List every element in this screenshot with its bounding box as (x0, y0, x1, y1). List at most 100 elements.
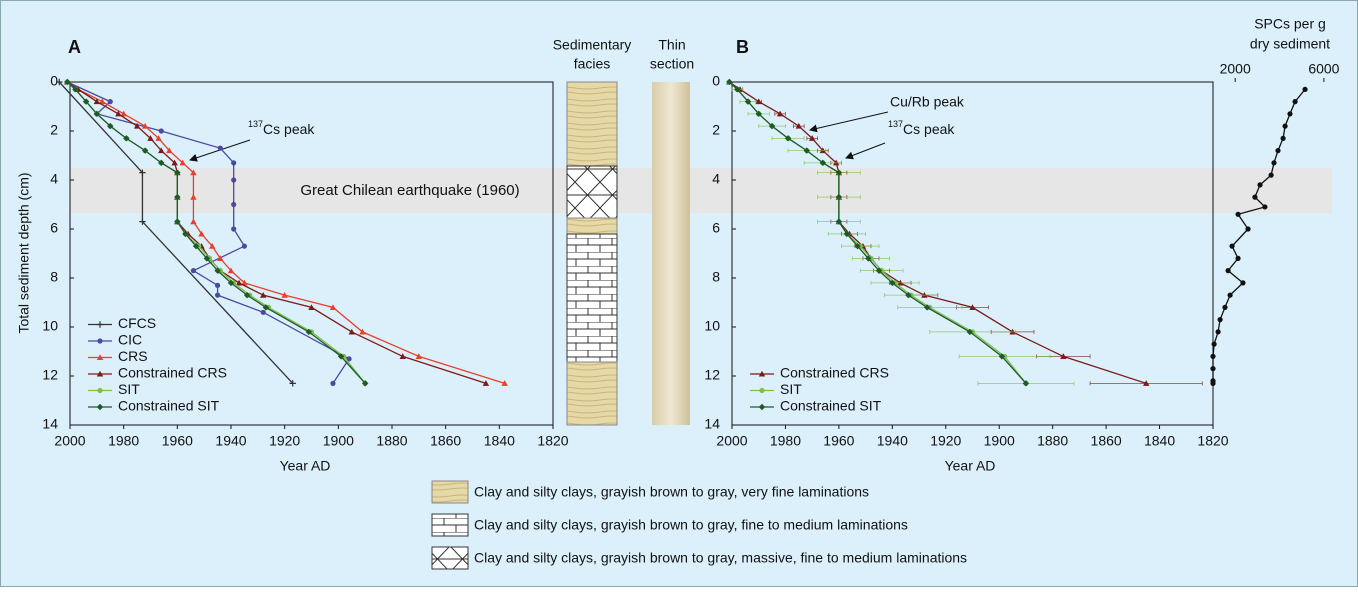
facies-swatch (431, 513, 469, 537)
thin-section (652, 82, 690, 425)
point (158, 147, 165, 154)
svg-text:Cu/Rb peak: Cu/Rb peak (890, 94, 965, 110)
point (155, 135, 162, 141)
point (803, 147, 811, 154)
point (1210, 366, 1216, 372)
point (99, 98, 106, 105)
point (241, 243, 248, 249)
point (784, 135, 792, 142)
point (755, 98, 762, 105)
y-tick-label: 0 (712, 73, 720, 89)
legend-marker (97, 387, 103, 394)
point (1210, 353, 1216, 359)
point (305, 328, 313, 336)
point (115, 110, 122, 117)
point (190, 218, 197, 225)
y-tick-label: 8 (50, 269, 58, 285)
point (147, 135, 154, 141)
y-tick-label: 14 (704, 416, 720, 432)
point (755, 110, 762, 118)
x-tick-label: 1960 (823, 433, 854, 449)
point (133, 122, 141, 129)
x-axis-label: Year AD (280, 458, 331, 474)
point (1240, 280, 1246, 286)
point (905, 291, 912, 299)
point (174, 193, 181, 201)
legend-label: Constrained SIT (780, 398, 882, 414)
x-tick-label: 1820 (537, 433, 568, 449)
point (482, 380, 490, 386)
facies-swatch (431, 546, 469, 570)
point (819, 159, 827, 167)
point (1227, 292, 1233, 298)
legend-label: Constrained SIT (118, 398, 220, 414)
point (227, 279, 235, 287)
y-tick-label: 12 (704, 367, 720, 383)
facies-title: Sedimentary (553, 37, 632, 53)
point (158, 128, 164, 134)
panel-title: SPCs per g (1254, 16, 1326, 32)
point (182, 230, 189, 238)
facies-legend: Clay and silty clays, grayish brown to g… (474, 517, 908, 533)
point (214, 292, 221, 298)
point (166, 147, 173, 154)
x-tick-label: 1940 (877, 433, 908, 449)
legend-marker (758, 370, 766, 377)
point (190, 169, 197, 176)
y-tick-label: 2 (712, 122, 720, 138)
point (843, 230, 851, 238)
y-tick-label: 4 (50, 171, 58, 187)
y-tick-label: 8 (712, 269, 720, 285)
point (865, 255, 872, 262)
point (1275, 148, 1281, 154)
point (998, 353, 1006, 360)
point (308, 304, 315, 310)
point (203, 255, 211, 262)
point (231, 160, 237, 166)
x-tick-label: 1840 (1144, 433, 1175, 449)
point (415, 353, 423, 359)
point (262, 304, 270, 311)
point (289, 380, 296, 387)
point (141, 122, 149, 129)
y-tick-label: 10 (704, 318, 720, 334)
x-tick-label: 1880 (376, 433, 407, 449)
y-tick-label: 14 (42, 416, 58, 432)
legend-label: SIT (780, 381, 802, 397)
x-tick-label: 1960 (162, 433, 193, 449)
y-tick-label: 2 (50, 122, 58, 138)
annotation: Cu/Rb peak 137Cs peak (809, 94, 965, 160)
point (198, 230, 205, 237)
point (107, 99, 113, 105)
series-line (58, 81, 294, 384)
series-line (67, 81, 350, 384)
point (260, 309, 266, 315)
point (346, 356, 352, 362)
x-tick-label: 1860 (430, 433, 461, 449)
point (1280, 135, 1286, 141)
point (966, 328, 974, 336)
point (1287, 111, 1293, 117)
point (1225, 268, 1231, 274)
point (1211, 341, 1217, 347)
point (243, 291, 251, 299)
point (1217, 317, 1223, 323)
earthquake-label: Great Chilean earthquake (1960) (300, 182, 519, 199)
point (107, 122, 114, 130)
point (139, 218, 146, 225)
point (1271, 160, 1277, 166)
panel-title: dry sediment (1250, 36, 1330, 52)
point (214, 282, 221, 288)
point (217, 145, 223, 151)
point (969, 304, 976, 310)
point (1235, 211, 1241, 217)
point (1282, 123, 1288, 129)
point (120, 110, 127, 117)
point (1302, 86, 1308, 92)
svg-text:137Cs peak: 137Cs peak (248, 119, 315, 136)
point (190, 193, 197, 200)
point (231, 177, 237, 183)
x-tick-label: 1940 (215, 433, 246, 449)
point (235, 279, 243, 286)
